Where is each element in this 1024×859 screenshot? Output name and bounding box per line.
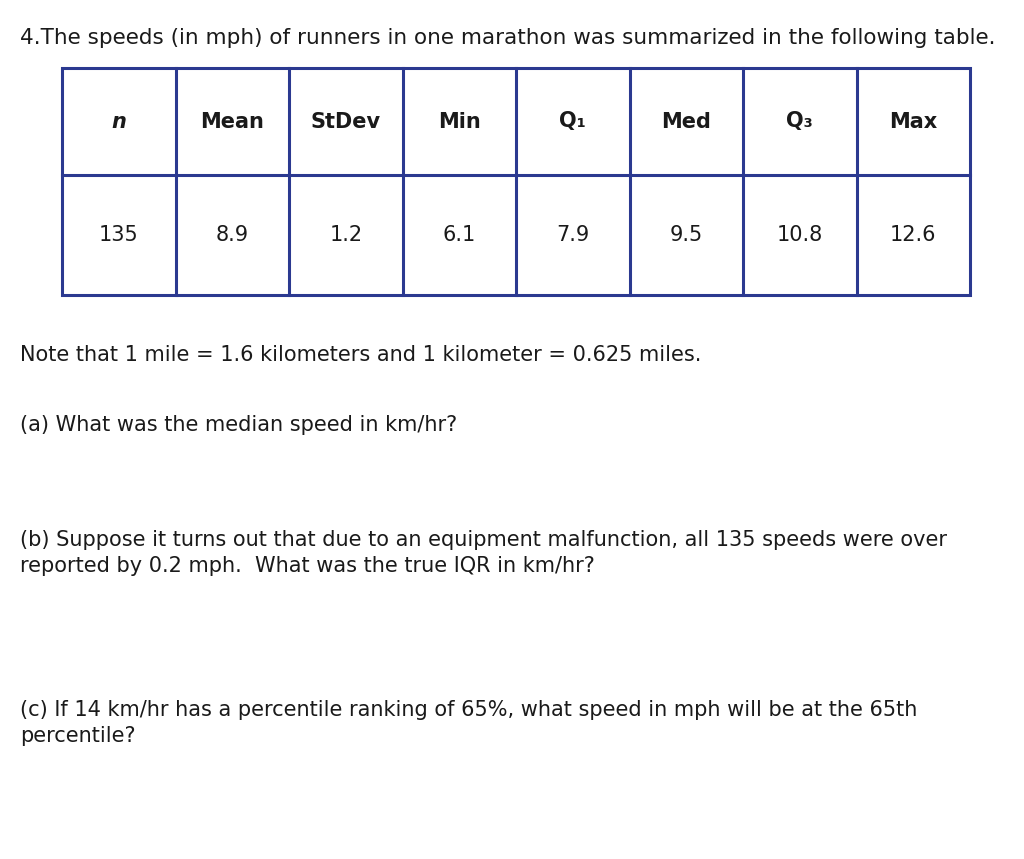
Text: 12.6: 12.6 <box>890 225 937 245</box>
Text: Med: Med <box>662 112 712 131</box>
Text: 10.8: 10.8 <box>776 225 823 245</box>
Text: 7.9: 7.9 <box>556 225 590 245</box>
Text: Note that 1 mile = 1.6 kilometers and 1 kilometer = 0.625 miles.: Note that 1 mile = 1.6 kilometers and 1 … <box>20 345 701 365</box>
Text: 9.5: 9.5 <box>670 225 702 245</box>
Text: (a) What was the median speed in km/hr?: (a) What was the median speed in km/hr? <box>20 415 458 435</box>
Text: StDev: StDev <box>310 112 381 131</box>
Bar <box>62 68 970 295</box>
Text: 1.2: 1.2 <box>329 225 362 245</box>
Text: 135: 135 <box>99 225 138 245</box>
Text: n: n <box>112 112 126 131</box>
Text: 6.1: 6.1 <box>442 225 476 245</box>
Text: Q₁: Q₁ <box>559 112 586 131</box>
Text: (b) Suppose it turns out that due to an equipment malfunction, all 135 speeds we: (b) Suppose it turns out that due to an … <box>20 530 947 576</box>
Text: Max: Max <box>889 112 937 131</box>
Text: Mean: Mean <box>201 112 264 131</box>
Text: Q₃: Q₃ <box>786 112 813 131</box>
Text: Min: Min <box>438 112 480 131</box>
Text: 4.The speeds (in mph) of runners in one marathon was summarized in the following: 4.The speeds (in mph) of runners in one … <box>20 28 995 48</box>
Text: 8.9: 8.9 <box>216 225 249 245</box>
Text: (c) If 14 km/hr has a percentile ranking of 65%, what speed in mph will be at th: (c) If 14 km/hr has a percentile ranking… <box>20 700 918 746</box>
